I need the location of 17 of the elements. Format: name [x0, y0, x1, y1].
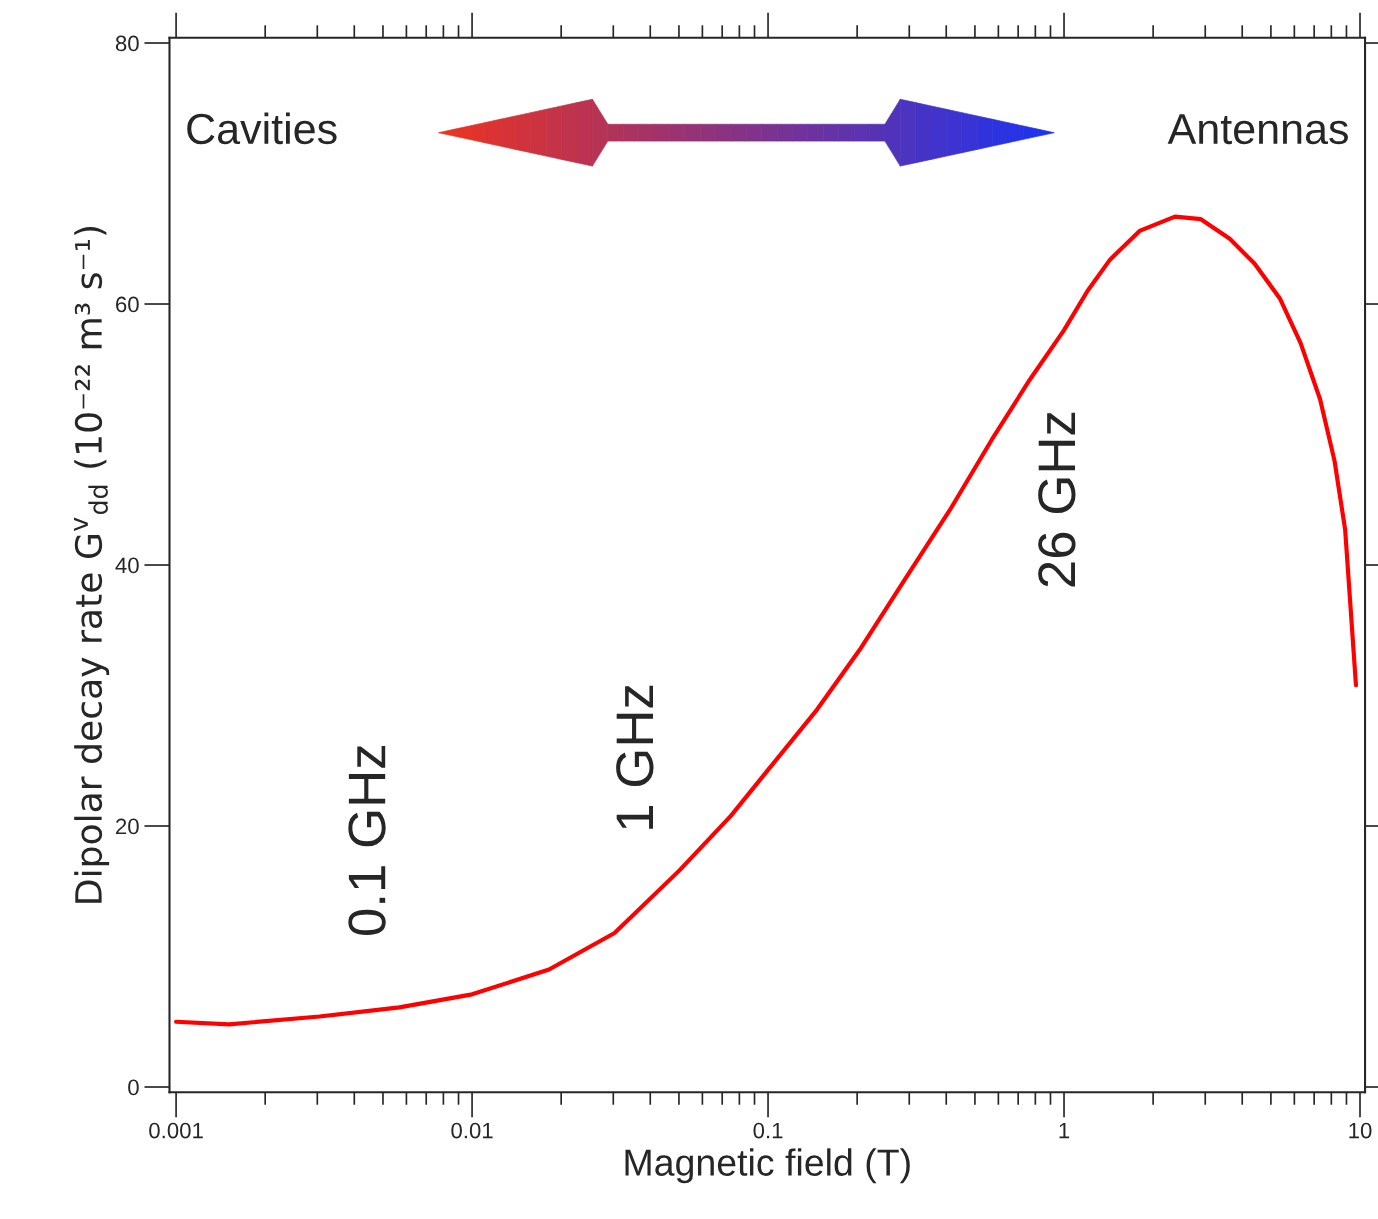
x-tick-label: 1 — [1059, 1122, 1070, 1139]
x-tick-label: 0.001 — [149, 1122, 203, 1139]
y-tick-label: 60 — [116, 296, 139, 313]
annotation: Cavities — [187, 112, 337, 145]
y-tick-label: 20 — [116, 818, 139, 835]
y-tick-label: 40 — [115, 557, 139, 574]
x-tick-label: 0.1 — [753, 1122, 783, 1139]
annotation: 0.1 GHz — [348, 746, 386, 935]
annotation: 1 GHz — [616, 685, 654, 829]
y-tick-label: 80 — [115, 35, 139, 52]
annotation: Antennas — [1167, 114, 1348, 145]
annotation: 26 GHz — [1038, 412, 1076, 587]
x-tick-label: 10 — [1349, 1122, 1372, 1139]
y-axis-title: Dipolar decay rate G$^{v}$$_{dd}$ (10⁻²² m³ s⁻¹) — [73, 226, 110, 903]
x-tick-label: 0.01 — [451, 1122, 493, 1139]
x-axis-title: Magnetic field (T) — [625, 1148, 910, 1184]
y-tick-label: 0 — [128, 1079, 139, 1096]
